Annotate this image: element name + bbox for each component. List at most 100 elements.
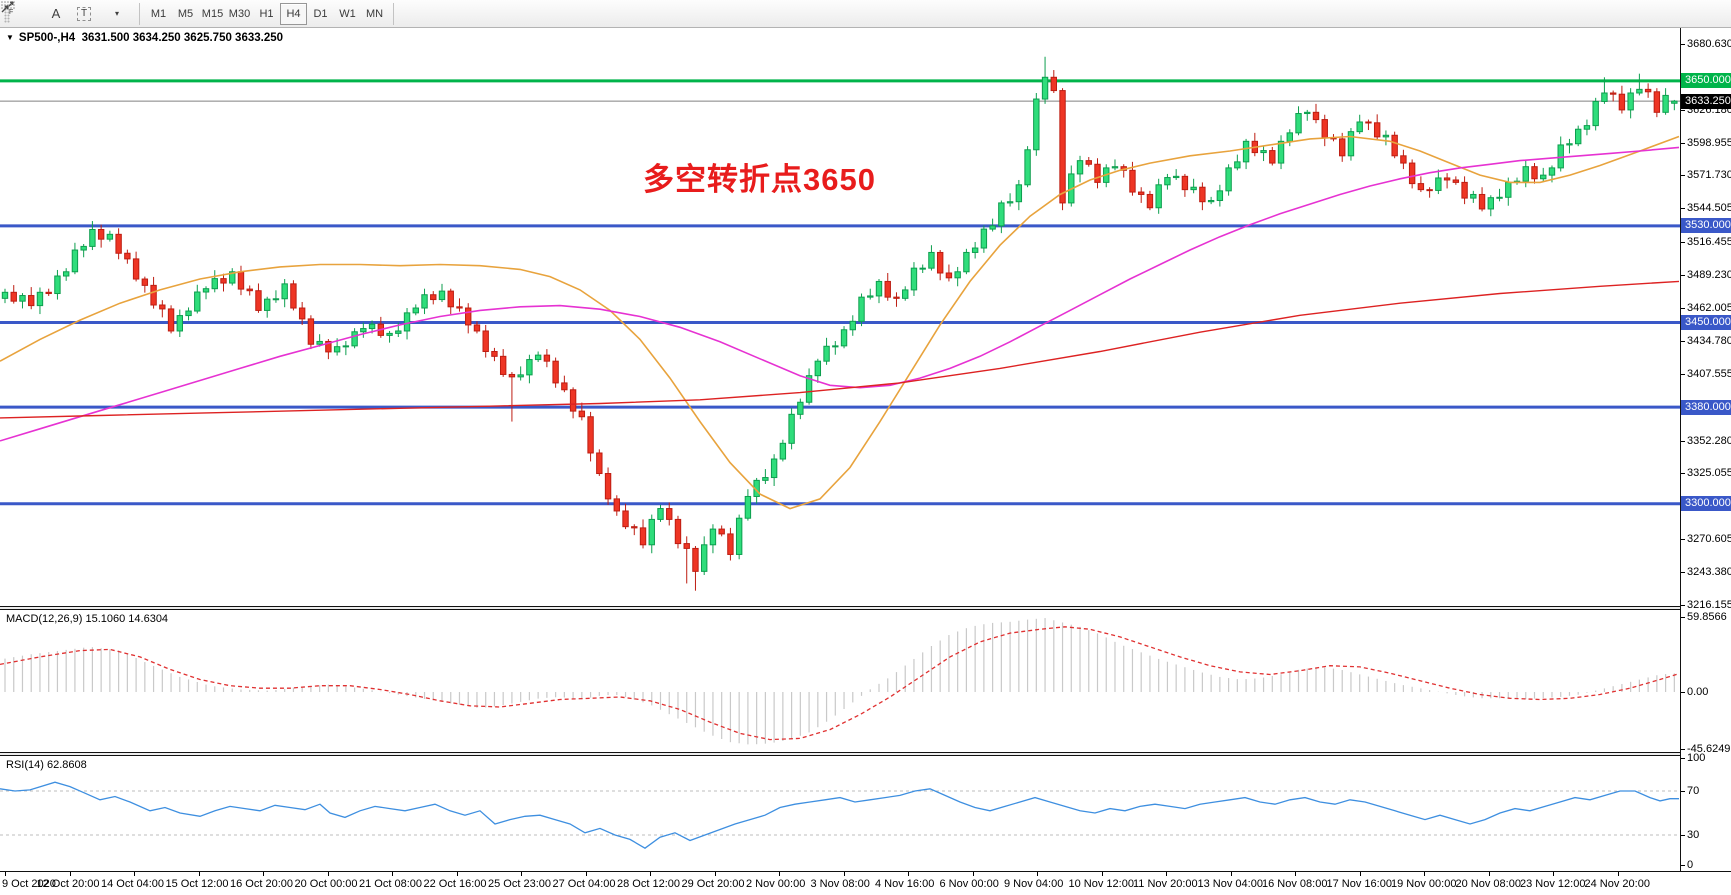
time-tick-mark [1617,872,1619,876]
chart-annotation[interactable]: 多空转折点3650 [643,162,876,197]
time-tick-label: 25 Oct 23:00 [488,878,551,890]
timeframe-group: M1 M5 M15 M30 H1 H4 D1 W1 MN [145,2,388,25]
time-tick-label: 16 Nov 08:00 [1262,878,1328,890]
price-tick-label: 3489.230 [1687,269,1731,282]
macd-canvas[interactable] [0,610,1680,752]
indicator-grid-tool-button[interactable]: F [1,1,42,26]
time-tick-label: 3 Nov 08:00 [810,878,870,890]
timeframe-button-m30[interactable]: M30 [228,7,251,20]
axis-tick-mark [1681,692,1685,693]
axis-tick-mark [1681,208,1685,210]
time-tick-label: 23 Nov 12:00 [1520,878,1586,890]
chart-header: ▼ SP500-,H4 3631.500 3634.250 3625.750 36… [6,32,283,44]
axis-tick-mark [1681,749,1685,751]
time-axis[interactable]: 9 Oct 2020 12 Oct 20:00 14 Oct 04:00 15 Oct… [0,871,1731,895]
timeframe-button-w1[interactable]: W1 [339,7,356,20]
time-tick-mark [1359,872,1361,876]
rsi-panel[interactable]: RSI(14) 62.8608 [0,756,1680,871]
rsi-scale-label: 0 [1687,859,1694,871]
axis-tick-mark [1681,43,1685,45]
price-tick-label: 3407.555 [1687,367,1731,380]
axis-tick-mark [1681,373,1685,375]
price-axis[interactable]: 3680.630 3626.180 3598.955 3571.730 3544.505… [1681,28,1731,871]
timeframe-button-d1[interactable]: D1 [313,7,328,20]
axis-tick-mark [1681,308,1685,309]
price-line-chip: 3650.000 [1681,73,1731,89]
time-tick-mark [1230,872,1232,876]
time-tick-label: 6 Nov 00:00 [939,878,999,890]
axis-tick-mark [1681,473,1685,475]
timeframe-button-m15[interactable]: M15 [201,7,224,20]
time-tick-mark [1166,872,1167,876]
time-tick-label: 2 Nov 00:00 [746,878,806,890]
price-line-chip: 3530.000 [1681,218,1731,234]
timeframe-button-m5[interactable]: M5 [177,7,194,20]
macd-scale-label: 59.8566 [1687,610,1727,623]
main-chart-canvas[interactable] [0,28,1680,606]
time-tick-label: 13 Nov 04:00 [1197,878,1263,890]
price-tick-label: 3680.630 [1687,37,1731,50]
time-tick-mark [1553,872,1554,876]
time-tick-mark [521,872,522,876]
timeframe-button-m1[interactable]: M1 [150,7,167,20]
price-tick-label: 3325.055 [1687,467,1731,480]
macd-scale-label: -45.6249 [1687,743,1731,756]
axis-tick-mark [1681,835,1685,836]
symbol-period-label: SP500-,H4 [18,32,76,44]
chevron-down-icon: ▾ [114,9,119,18]
text-label-tool-button[interactable]: A [42,2,70,26]
time-tick-label: 22 Oct 16:00 [423,878,487,890]
time-tick-label: 19 Nov 00:00 [1391,878,1457,890]
rsi-scale-label: 70 [1687,785,1700,797]
time-tick-mark [779,872,780,876]
price-tick-label: 3544.505 [1687,202,1731,215]
time-tick-mark [908,872,909,876]
ma-slow-red [0,280,1680,419]
timeframe-button-mn[interactable]: MN [365,7,384,20]
time-tick-mark [69,872,71,876]
time-tick-label: 12 Oct 20:00 [36,878,100,890]
time-tick-label: 27 Oct 04:00 [552,878,616,890]
time-tick-mark [972,872,974,876]
time-tick-mark [1424,872,1425,876]
time-tick-mark [650,872,651,876]
price-tick-label: 3270.605 [1687,533,1731,546]
timeframe-button-h4[interactable]: H4 [280,2,307,25]
price-line-chip: 3380.000 [1681,399,1731,415]
toolbar-grip[interactable] [4,4,10,23]
time-tick-mark [1295,872,1296,876]
text-box-tool-button[interactable]: T [70,2,98,26]
time-tick-label: 17 Nov 16:00 [1326,878,1392,890]
rsi-canvas[interactable] [0,756,1680,871]
cursor-arrows-icon [1,1,14,13]
price-tick-label: 3434.780 [1687,334,1731,347]
time-tick-label: 21 Oct 08:00 [359,878,422,890]
time-tick-label: 20 Oct 00:00 [294,878,358,890]
panel-divider-rsi[interactable] [0,752,1731,756]
rsi-scale-label: 100 [1687,752,1706,764]
boxed-t-icon: T [76,6,92,21]
ohlc-values: 3631.500 3634.250 3625.750 3633.250 [81,32,284,44]
ma-mid-magenta [0,146,1680,442]
time-tick-label: 11 Nov 20:00 [1133,878,1198,890]
axis-tick-mark [1681,605,1685,606]
collapse-triangle-icon[interactable]: ▼ [6,33,14,42]
time-tick-label: 9 Nov 04:00 [1004,878,1064,890]
axis-tick-mark [1681,616,1685,618]
time-tick-label: 9 Oct 2020 [2,878,56,890]
time-tick-mark [714,872,716,876]
macd-panel[interactable]: MACD(12,26,9) 15.1060 14.6304 [0,610,1680,752]
timeframe-button-h1[interactable]: H1 [259,7,274,20]
main-chart-panel[interactable]: ▼ SP500-,H4 3631.500 3634.250 3625.750 36… [0,28,1680,606]
panel-divider-macd[interactable] [0,606,1731,610]
letter-a-icon: A [51,6,61,21]
time-tick-label: 24 Nov 20:00 [1584,878,1650,890]
time-tick-mark [1037,872,1038,876]
time-tick-label: 16 Oct 20:00 [230,878,293,890]
time-tick-mark [263,872,264,876]
time-tick-mark [392,872,393,876]
cursor-tool-button[interactable]: ▾ [1,1,134,26]
price-line-chip: 3633.250 [1681,93,1731,109]
axis-border-line [1680,28,1681,871]
time-tick-label: 10 Nov 12:00 [1068,878,1134,890]
